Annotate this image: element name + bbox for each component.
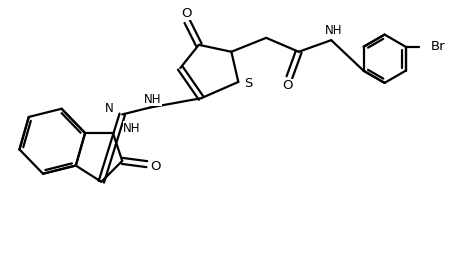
Text: O: O xyxy=(282,79,292,92)
Text: Br: Br xyxy=(431,40,446,53)
Text: O: O xyxy=(181,7,192,20)
Text: O: O xyxy=(150,160,160,173)
Text: NH: NH xyxy=(325,24,342,37)
Text: S: S xyxy=(244,77,253,90)
Text: NH: NH xyxy=(123,122,141,135)
Text: NH: NH xyxy=(143,93,161,106)
Text: N: N xyxy=(105,102,114,115)
